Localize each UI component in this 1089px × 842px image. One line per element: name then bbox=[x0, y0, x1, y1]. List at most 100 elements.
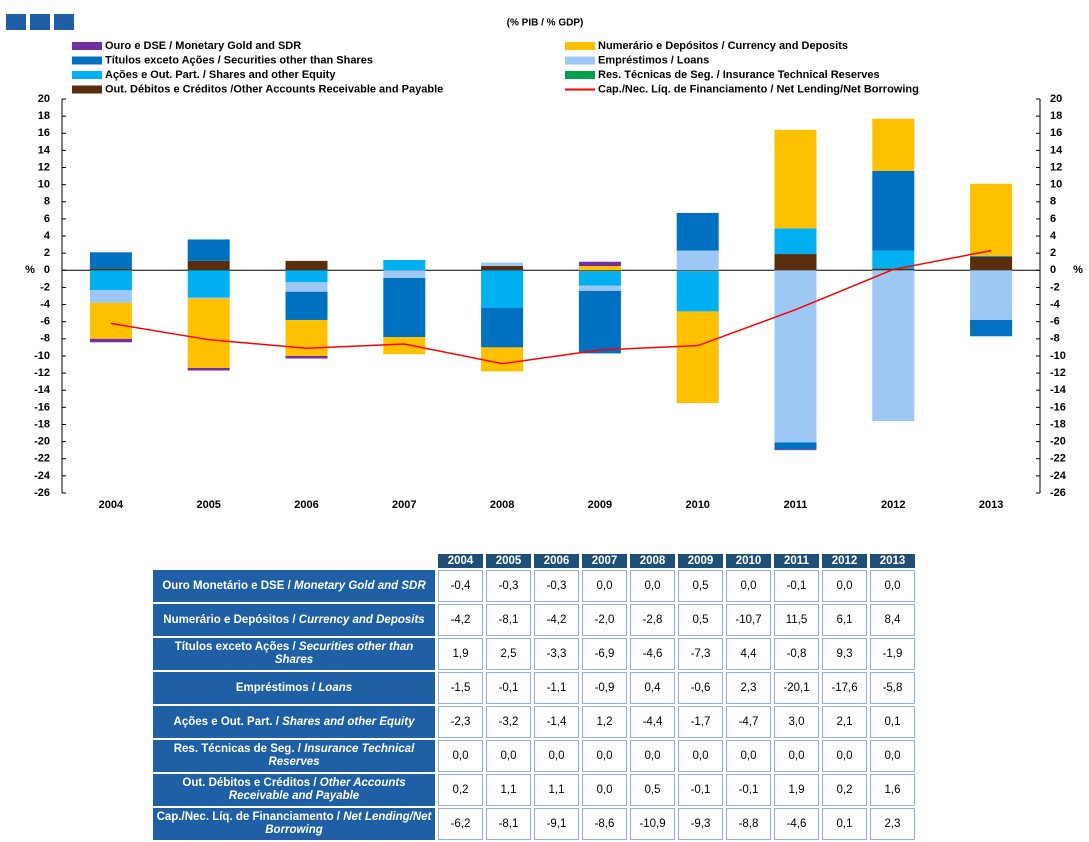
bar bbox=[872, 270, 915, 422]
table-cell: 0,0 bbox=[582, 740, 627, 772]
row-label: Títulos exceto Ações / Securities other … bbox=[153, 638, 435, 670]
y-tick-label: 8 bbox=[44, 196, 50, 208]
legend-label: Empréstimos / Loans bbox=[598, 54, 709, 66]
table-cell: 4,4 bbox=[726, 638, 771, 670]
bar bbox=[774, 449, 817, 451]
table-cell: -1,9 bbox=[870, 638, 915, 670]
table-cell: 0,0 bbox=[534, 740, 579, 772]
table-cell: -8,1 bbox=[486, 604, 531, 636]
y2-tick-label: 10 bbox=[1050, 179, 1062, 191]
table-cell: -0,3 bbox=[486, 570, 531, 602]
table-cell: -0,3 bbox=[534, 570, 579, 602]
header-row: 2004 2005 2006 2007 2008 2009 2010 2011 2012 2013 bbox=[153, 554, 915, 568]
table-row: Res. Técnicas de Seg. / Insurance Techni… bbox=[153, 740, 915, 772]
y-tick-label: 20 bbox=[38, 93, 50, 105]
bar bbox=[774, 228, 817, 255]
bar bbox=[285, 270, 328, 283]
row-label: Empréstimos / Loans bbox=[153, 672, 435, 704]
table-row: Ações e Out. Part. / Shares and other Eq… bbox=[153, 706, 915, 738]
chart: (% PIB / % GDP) % % -26 -26-24 -24-22 -22-2… bbox=[6, 14, 1083, 511]
y-tick-label: 4 bbox=[44, 230, 51, 242]
row-label: Ouro Monetário e DSE / Monetary Gold and… bbox=[153, 570, 435, 602]
y2-axis-label: % bbox=[1073, 264, 1083, 276]
row-label-pt: Ouro Monetário e DSE / bbox=[162, 579, 291, 592]
y2-tick-label: -12 bbox=[1050, 367, 1066, 379]
table-cell: 0,2 bbox=[438, 774, 483, 806]
legend-label: Ações e Out. Part. / Shares and other Eq… bbox=[105, 69, 336, 81]
table-cell: -0,8 bbox=[774, 638, 819, 670]
table-cell: -0,1 bbox=[678, 774, 723, 806]
y-tick-label: -10 bbox=[34, 350, 50, 362]
legend-swatch bbox=[72, 42, 102, 50]
bar bbox=[285, 282, 328, 292]
bar bbox=[872, 118, 915, 171]
row-label-en: Monetary Gold and SDR bbox=[294, 579, 426, 592]
subtitle: (% PIB / % GDP) bbox=[507, 18, 584, 29]
bar bbox=[578, 270, 621, 272]
y2-tick-label: -2 bbox=[1050, 281, 1060, 293]
bar bbox=[187, 239, 230, 261]
bar bbox=[774, 270, 817, 443]
bar bbox=[970, 270, 1013, 320]
header-cell: 2009 bbox=[678, 554, 723, 568]
y-tick-label: -4 bbox=[40, 298, 51, 310]
x-tick-label: 2010 bbox=[685, 499, 709, 511]
table-cell: -7,3 bbox=[678, 638, 723, 670]
table-cell: -2,8 bbox=[630, 604, 675, 636]
bar bbox=[970, 183, 1013, 256]
table-cell: 0,0 bbox=[822, 740, 867, 772]
table-cell: 3,0 bbox=[774, 706, 819, 738]
x-tick-label: 2013 bbox=[979, 499, 1003, 511]
table-cell: -9,1 bbox=[534, 808, 579, 840]
legend-label: Out. Débitos e Créditos /Other Accounts … bbox=[105, 83, 443, 95]
bar bbox=[285, 291, 328, 320]
header-cell: 2010 bbox=[726, 554, 771, 568]
bar bbox=[285, 260, 328, 271]
bar bbox=[89, 268, 132, 271]
bar bbox=[383, 270, 426, 279]
table-cell: -6,9 bbox=[582, 638, 627, 670]
row-label-pt: Res. Técnicas de Seg. / bbox=[173, 743, 301, 755]
table-cell: 0,1 bbox=[822, 808, 867, 840]
bar bbox=[676, 250, 719, 271]
table-cell: -3,2 bbox=[486, 706, 531, 738]
y2-tick-label: -14 bbox=[1050, 384, 1067, 396]
table-cell: 11,5 bbox=[774, 604, 819, 636]
bar bbox=[774, 254, 817, 271]
bar bbox=[89, 290, 132, 303]
row-label-en: Currency and Deposits bbox=[298, 613, 425, 626]
y-tick-label: 16 bbox=[38, 127, 50, 139]
bar bbox=[187, 298, 230, 368]
y-tick-label: 6 bbox=[44, 213, 50, 225]
y2-tick-label: -6 bbox=[1050, 316, 1060, 328]
x-tick-label: 2009 bbox=[588, 499, 612, 511]
y2-tick-label: -26 bbox=[1050, 487, 1066, 499]
y2-tick-label: -22 bbox=[1050, 453, 1066, 465]
y2-tick-label: -4 bbox=[1050, 298, 1061, 310]
y-tick-label: -22 bbox=[34, 453, 50, 465]
y-axis-label: % bbox=[25, 264, 35, 276]
bar bbox=[285, 319, 328, 356]
bar bbox=[481, 270, 524, 308]
table-row: Títulos exceto Ações / Securities other … bbox=[153, 638, 915, 670]
table-cell: -1,5 bbox=[438, 672, 483, 704]
row-label-en: Other Accounts Receivable and Payable bbox=[228, 777, 406, 802]
bar bbox=[383, 278, 426, 338]
table-cell: 0,0 bbox=[630, 570, 675, 602]
y-tick-label: 12 bbox=[38, 161, 50, 173]
bar bbox=[89, 338, 132, 343]
table-cell: -6,2 bbox=[438, 808, 483, 840]
y-tick-label: 18 bbox=[38, 110, 50, 122]
table-cell: 6,1 bbox=[822, 604, 867, 636]
row-label-pt: Cap./Nec. Líq. de Financiamento / bbox=[156, 811, 341, 823]
row-label-pt: Títulos exceto Ações / bbox=[174, 641, 296, 653]
table-row: Empréstimos / Loans -1,5 -0,1 -1,1 -0,9 0,4 -0… bbox=[153, 672, 915, 704]
legend-label: Cap./Nec. Líq. de Financiamento / Net Le… bbox=[598, 83, 919, 95]
table-cell: -5,8 bbox=[870, 672, 915, 704]
table-cell: -4,2 bbox=[534, 604, 579, 636]
header-cell: 2006 bbox=[534, 554, 579, 568]
bar bbox=[187, 260, 230, 271]
y2-tick-label: -16 bbox=[1050, 401, 1066, 413]
y2-tick-label: -10 bbox=[1050, 350, 1066, 362]
table-cell: 0,0 bbox=[486, 740, 531, 772]
